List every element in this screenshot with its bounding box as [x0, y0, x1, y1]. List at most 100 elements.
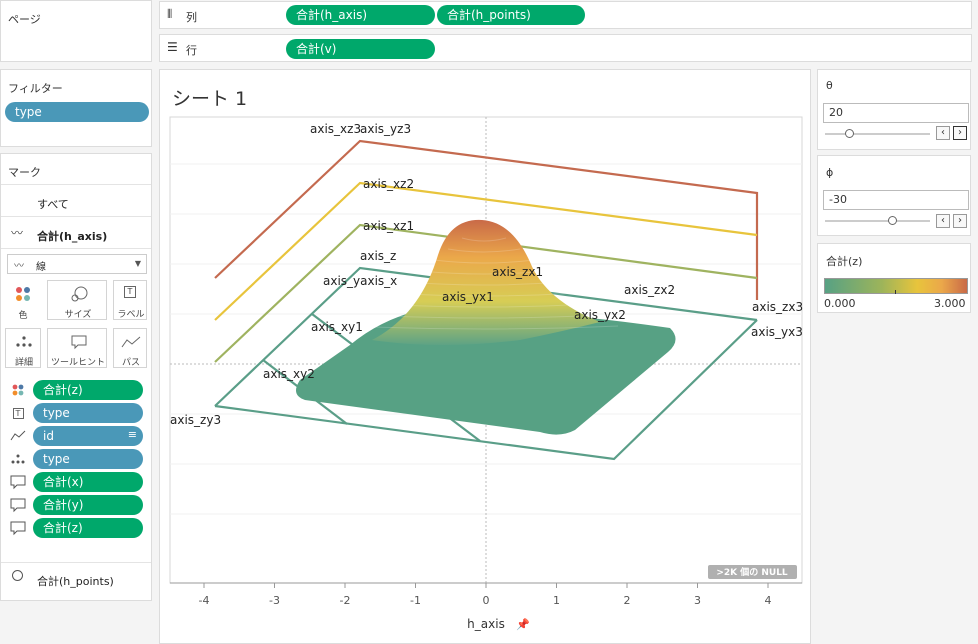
text-icon: T: [9, 405, 27, 421]
path-card[interactable]: パス: [113, 328, 147, 368]
mark-pill[interactable]: type: [33, 403, 143, 423]
mark-pill[interactable]: id: [33, 426, 143, 446]
label-card[interactable]: T ラベル: [113, 280, 147, 320]
surface-ridge: [433, 259, 535, 264]
phi-prev-button[interactable]: ‹: [936, 214, 950, 228]
rows-icon: ☰: [167, 40, 178, 54]
path-icon: [10, 430, 26, 441]
surface-ridge: [377, 303, 591, 308]
size-card-label: サイズ: [64, 310, 92, 320]
filter-pill-type[interactable]: type: [5, 102, 149, 122]
color-card-icon: [16, 287, 30, 301]
pin-icon[interactable]: 📌: [516, 617, 530, 631]
color-ramp-marker: [895, 290, 896, 294]
theta-input[interactable]: 20: [823, 103, 969, 123]
phi-input[interactable]: -30: [823, 190, 969, 210]
theta-slider-thumb[interactable]: [845, 129, 854, 138]
surface-ridge: [391, 292, 577, 297]
phi-parameter: ϕ -30 ‹ ›: [817, 155, 971, 236]
mark-field-tooltip-y[interactable]: 合計(y): [9, 495, 145, 515]
marks-layer-h-axis[interactable]: 合計(h_axis): [37, 230, 108, 243]
mark-pill[interactable]: type: [33, 449, 143, 469]
line-layer-icon: 〰: [11, 226, 24, 240]
mark-pill[interactable]: 合計(z): [33, 518, 143, 538]
x-axis-ticks: -4 -3 -2 -1 0 1 2 3 4: [199, 583, 772, 607]
surface-ridge: [447, 248, 521, 253]
phi-slider-thumb[interactable]: [888, 216, 897, 225]
x-axis-title[interactable]: h_axis: [467, 617, 505, 631]
tooltip-card-label: ツールヒント: [50, 358, 105, 368]
phi-slider-track[interactable]: [825, 220, 930, 222]
color-ramp[interactable]: [824, 278, 968, 294]
surface-ridge: [461, 237, 507, 242]
mark-field-path[interactable]: id ≡: [9, 426, 145, 446]
sort-icon: ≡: [127, 428, 137, 441]
tooltip-icon: [71, 335, 87, 350]
marks-all-tab[interactable]: すべて: [37, 198, 69, 211]
surface-ridges: [349, 237, 619, 330]
tooltip-card[interactable]: ツールヒント: [47, 328, 107, 368]
axis-label: axis_yaxis_x: [323, 274, 397, 288]
axis-label: axis_yx3: [751, 325, 803, 339]
axis-label: axis_xy1: [311, 320, 363, 334]
detail-card[interactable]: 詳細: [5, 328, 41, 368]
axis-label: axis_zy3: [170, 413, 221, 427]
rows-shelf[interactable]: ☰ 行: [159, 34, 972, 62]
theta-next-button[interactable]: ›: [953, 126, 967, 140]
sheet-title: シート 1: [172, 88, 248, 110]
axis-label: axis_zx2: [624, 283, 675, 297]
tooltip-icon: [10, 475, 26, 490]
mark-field-tooltip-z[interactable]: 合計(z): [9, 518, 145, 538]
tooltip-icon: [10, 498, 26, 513]
axis-label: axis_xy2: [263, 367, 315, 381]
detail-icon: [11, 454, 25, 464]
axis-line-floor-front: [214, 319, 758, 461]
color-card[interactable]: 色: [5, 280, 41, 321]
size-card[interactable]: サイズ: [47, 280, 107, 320]
axis-label: axis_zx1: [492, 265, 543, 279]
surface-ridge: [349, 325, 619, 330]
theta-parameter: θ 20 ‹ ›: [817, 69, 971, 150]
phi-next-button[interactable]: ›: [953, 214, 967, 228]
mark-type-value: 線: [36, 262, 46, 273]
mark-field-tooltip-x[interactable]: 合計(x): [9, 472, 145, 492]
x-tick-label: -4: [199, 594, 210, 607]
x-tick-label: -3: [269, 594, 280, 607]
null-indicator-bg[interactable]: [708, 565, 797, 579]
mark-field-label[interactable]: T type: [9, 403, 145, 423]
color-legend-title: 合計(z): [826, 255, 863, 268]
surface-peak: [372, 219, 600, 345]
marks-layer-h-points[interactable]: 合計(h_points): [37, 575, 114, 588]
chevron-down-icon: ▼: [134, 259, 141, 268]
column-pill-h-points[interactable]: 合計(h_points): [437, 5, 585, 25]
mark-pill[interactable]: 合計(z): [33, 380, 143, 400]
mark-field-detail[interactable]: type: [9, 449, 145, 469]
mark-pill[interactable]: 合計(x): [33, 472, 143, 492]
mark-type-dropdown[interactable]: 〰 線 ▼: [7, 254, 147, 274]
axis-label: axis_z: [360, 249, 396, 263]
mark-pill[interactable]: 合計(y): [33, 495, 143, 515]
marks-panel: マーク すべて 〰 合計(h_axis) 〰 線 ▼ 色 サイズ T ラベル: [0, 153, 152, 601]
marks-divider-4: [1, 562, 151, 563]
marks-cards: 色 サイズ T ラベル 詳細 ツールヒント: [1, 280, 151, 376]
color-legend: 合計(z) 0.000 3.000: [817, 243, 971, 313]
circle-layer-icon: [12, 570, 23, 581]
null-indicator[interactable]: >2K 個の NULL: [716, 566, 788, 578]
detail-icon: [16, 336, 32, 347]
row-pill-v[interactable]: 合計(v): [286, 39, 435, 59]
filters-panel: フィルター type: [0, 69, 152, 147]
chart-area[interactable]: axis_xz3 axis_yz3 axis_xz2 axis_xz1 axis…: [169, 116, 803, 642]
column-pill-h-axis[interactable]: 合計(h_axis): [286, 5, 435, 25]
theta-slider-track[interactable]: [825, 133, 930, 135]
theta-prev-button[interactable]: ‹: [936, 126, 950, 140]
x-tick-label: 3: [694, 594, 701, 607]
mark-field-color[interactable]: 合計(z): [9, 380, 145, 400]
axis-label: axis_xz3: [310, 122, 361, 136]
color-legend-min: 0.000: [824, 297, 856, 310]
color-card-label: 色: [18, 311, 28, 321]
axis-label: axis_xz2: [363, 177, 414, 191]
label-card-label: ラベル: [117, 310, 145, 320]
axis-text-labels: axis_xz3 axis_yz3 axis_xz2 axis_xz1 axis…: [170, 122, 803, 427]
text-icon: T: [124, 286, 136, 298]
